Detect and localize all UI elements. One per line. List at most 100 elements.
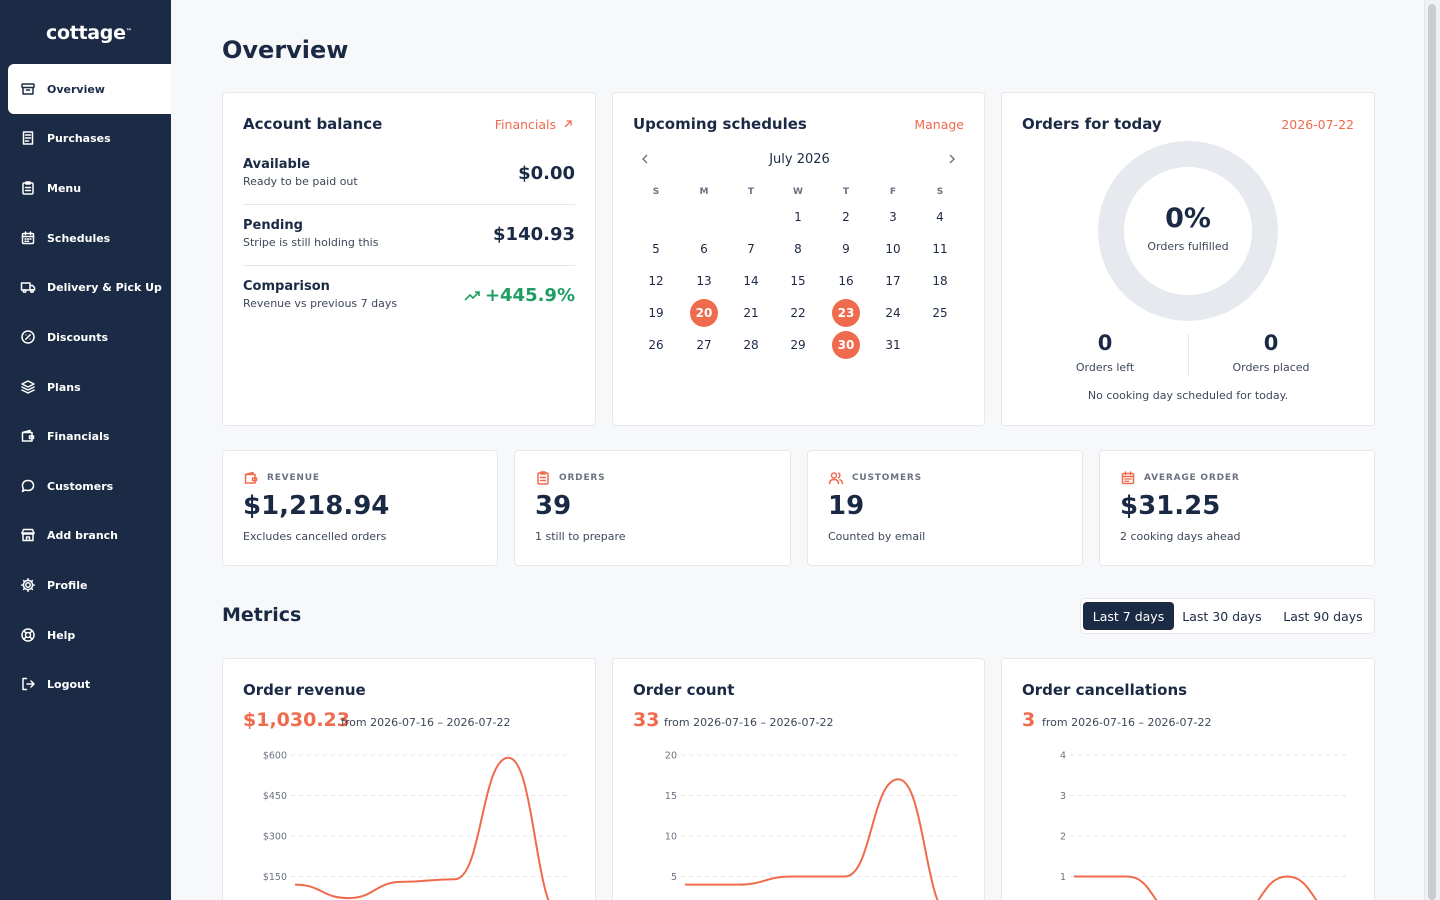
metric-period: from 2026-07-16 – 2026-07-22 bbox=[1042, 716, 1212, 729]
sidebar-item-help[interactable]: Help bbox=[8, 610, 171, 660]
sidebar-item-delivery-pick-up[interactable]: Delivery & Pick Up bbox=[8, 262, 171, 312]
archive-icon bbox=[21, 83, 35, 95]
range-last-90-days[interactable]: Last 90 days bbox=[1283, 608, 1363, 624]
calendar-month: July 2026 bbox=[769, 152, 830, 167]
sidebar-item-overview[interactable]: Overview bbox=[8, 64, 171, 114]
stat-card-revenue: REVENUE $1,218.94 Excludes cancelled ord… bbox=[222, 450, 498, 566]
calendar-day[interactable]: 27 bbox=[696, 338, 712, 352]
calendar-day[interactable]: 22 bbox=[790, 306, 806, 320]
clipboard-icon bbox=[20, 180, 36, 196]
calendar-day-scheduled[interactable]: 20 bbox=[690, 299, 718, 327]
calendar-day[interactable]: 14 bbox=[743, 274, 759, 288]
divider bbox=[1188, 334, 1189, 376]
card-title: Upcoming schedules bbox=[633, 115, 807, 133]
users-icon bbox=[828, 470, 844, 486]
calendar-day[interactable]: 7 bbox=[747, 242, 755, 256]
range-last-7-days[interactable]: Last 7 days bbox=[1083, 602, 1174, 630]
sidebar-item-add-branch[interactable]: Add branch bbox=[8, 510, 171, 560]
calendar-day-scheduled[interactable]: 30 bbox=[832, 331, 860, 359]
pending-sub: Stripe is still holding this bbox=[243, 236, 379, 249]
manage-link[interactable]: Manage bbox=[914, 117, 964, 132]
card-title: Order revenue bbox=[243, 681, 366, 699]
calendar-day[interactable]: 29 bbox=[790, 338, 806, 352]
calendar-day[interactable]: 12 bbox=[648, 274, 664, 288]
sidebar-item-label: Discounts bbox=[47, 330, 108, 344]
financials-link[interactable]: Financials bbox=[495, 117, 573, 132]
calendar-icon bbox=[20, 230, 36, 246]
calendar-day[interactable]: 17 bbox=[885, 274, 901, 288]
prev-month-button[interactable] bbox=[637, 151, 653, 167]
available-label: Available bbox=[243, 157, 311, 172]
calendar-day[interactable]: 9 bbox=[842, 242, 850, 256]
sidebar-item-menu[interactable]: Menu bbox=[8, 163, 171, 213]
line-chart: 4 3 2 1 bbox=[1060, 751, 1346, 900]
calendar-day[interactable]: 11 bbox=[932, 242, 948, 256]
stat-card-orders: ORDERS 39 1 still to prepare bbox=[514, 450, 791, 566]
calendar-day[interactable]: 6 bbox=[700, 242, 708, 256]
sidebar-item-schedules[interactable]: Schedules bbox=[8, 213, 171, 263]
orders-left-label: Orders left bbox=[1075, 361, 1135, 374]
sidebar-item-financials[interactable]: Financials bbox=[8, 411, 171, 461]
sidebar-item-label: Profile bbox=[47, 578, 88, 592]
calendar-day[interactable]: 1 bbox=[794, 210, 802, 224]
calendar-day[interactable]: 4 bbox=[936, 210, 944, 224]
fulfilled-label: Orders fulfilled bbox=[1147, 240, 1229, 253]
range-selector: Last 7 days Last 30 days Last 90 days bbox=[1080, 598, 1375, 634]
calendar-day[interactable]: 25 bbox=[932, 306, 948, 320]
calendar-day[interactable]: 18 bbox=[932, 274, 948, 288]
clipboard-icon bbox=[537, 471, 549, 485]
sidebar-item-customers[interactable]: Customers bbox=[8, 461, 171, 511]
sidebar-item-logout[interactable]: Logout bbox=[8, 659, 171, 709]
weekday-header: S bbox=[936, 187, 944, 197]
y-tick-label: 15 bbox=[665, 791, 677, 802]
y-tick-label: 2 bbox=[1060, 832, 1066, 843]
line-chart: $600 $450 $300 $150 bbox=[263, 751, 567, 900]
calendar-day-scheduled[interactable]: 23 bbox=[832, 299, 860, 327]
calendar-day[interactable]: 21 bbox=[743, 306, 759, 320]
sidebar-item-profile[interactable]: Profile bbox=[8, 560, 171, 610]
calendar-icon bbox=[21, 231, 35, 245]
sidebar-item-purchases[interactable]: Purchases bbox=[8, 113, 171, 163]
no-cooking-note: No cooking day scheduled for today. bbox=[1087, 389, 1289, 402]
sidebar-item-label: Help bbox=[47, 628, 76, 642]
calendar-day[interactable]: 24 bbox=[885, 306, 901, 320]
sidebar: cottage™ Overview Purchases Menu Schedules D… bbox=[0, 0, 171, 900]
weekday-header: T bbox=[747, 187, 755, 197]
discount-icon bbox=[21, 330, 35, 344]
wallet-icon bbox=[20, 428, 36, 444]
stat-sub: Counted by email bbox=[828, 530, 926, 543]
calendar-day[interactable]: 3 bbox=[889, 210, 897, 224]
y-tick-label: 3 bbox=[1060, 791, 1066, 802]
logout-icon bbox=[20, 676, 36, 692]
brand-logo[interactable]: cottage™ bbox=[46, 22, 132, 44]
metric-period: from 2026-07-16 – 2026-07-22 bbox=[664, 716, 834, 729]
today-date: 2026-07-22 bbox=[1281, 117, 1354, 132]
calendar-day[interactable]: 31 bbox=[885, 338, 901, 352]
metric-total: 33 bbox=[633, 709, 660, 731]
calendar-day[interactable]: 13 bbox=[696, 274, 712, 288]
calendar-day[interactable]: 2 bbox=[842, 210, 850, 224]
next-month-button[interactable] bbox=[944, 151, 960, 167]
calendar-day[interactable]: 5 bbox=[652, 242, 660, 256]
sidebar-item-plans[interactable]: Plans bbox=[8, 362, 171, 412]
stat-sub: Excludes cancelled orders bbox=[243, 530, 387, 543]
divider bbox=[243, 265, 575, 266]
calendar-day[interactable]: 28 bbox=[743, 338, 759, 352]
chevron-right-icon bbox=[949, 154, 955, 164]
calendar-day[interactable]: 8 bbox=[794, 242, 802, 256]
calendar-day[interactable]: 15 bbox=[790, 274, 806, 288]
calendar-day[interactable]: 16 bbox=[838, 274, 854, 288]
range-last-30-days[interactable]: Last 30 days bbox=[1182, 608, 1262, 624]
calendar-day[interactable]: 26 bbox=[648, 338, 664, 352]
clipboard-icon bbox=[22, 181, 34, 195]
y-tick-label: 20 bbox=[665, 751, 677, 762]
sidebar-item-label: Purchases bbox=[47, 131, 111, 145]
sidebar-item-discounts[interactable]: Discounts bbox=[8, 312, 171, 362]
scrollbar-thumb[interactable] bbox=[1428, 4, 1436, 900]
fulfillment-ring bbox=[1098, 141, 1278, 321]
series-line bbox=[684, 778, 939, 900]
calendar-day[interactable]: 10 bbox=[885, 242, 901, 256]
calendar-day[interactable]: 19 bbox=[648, 306, 664, 320]
sidebar-item-label: Plans bbox=[47, 380, 81, 394]
pending-label: Pending bbox=[243, 218, 303, 233]
